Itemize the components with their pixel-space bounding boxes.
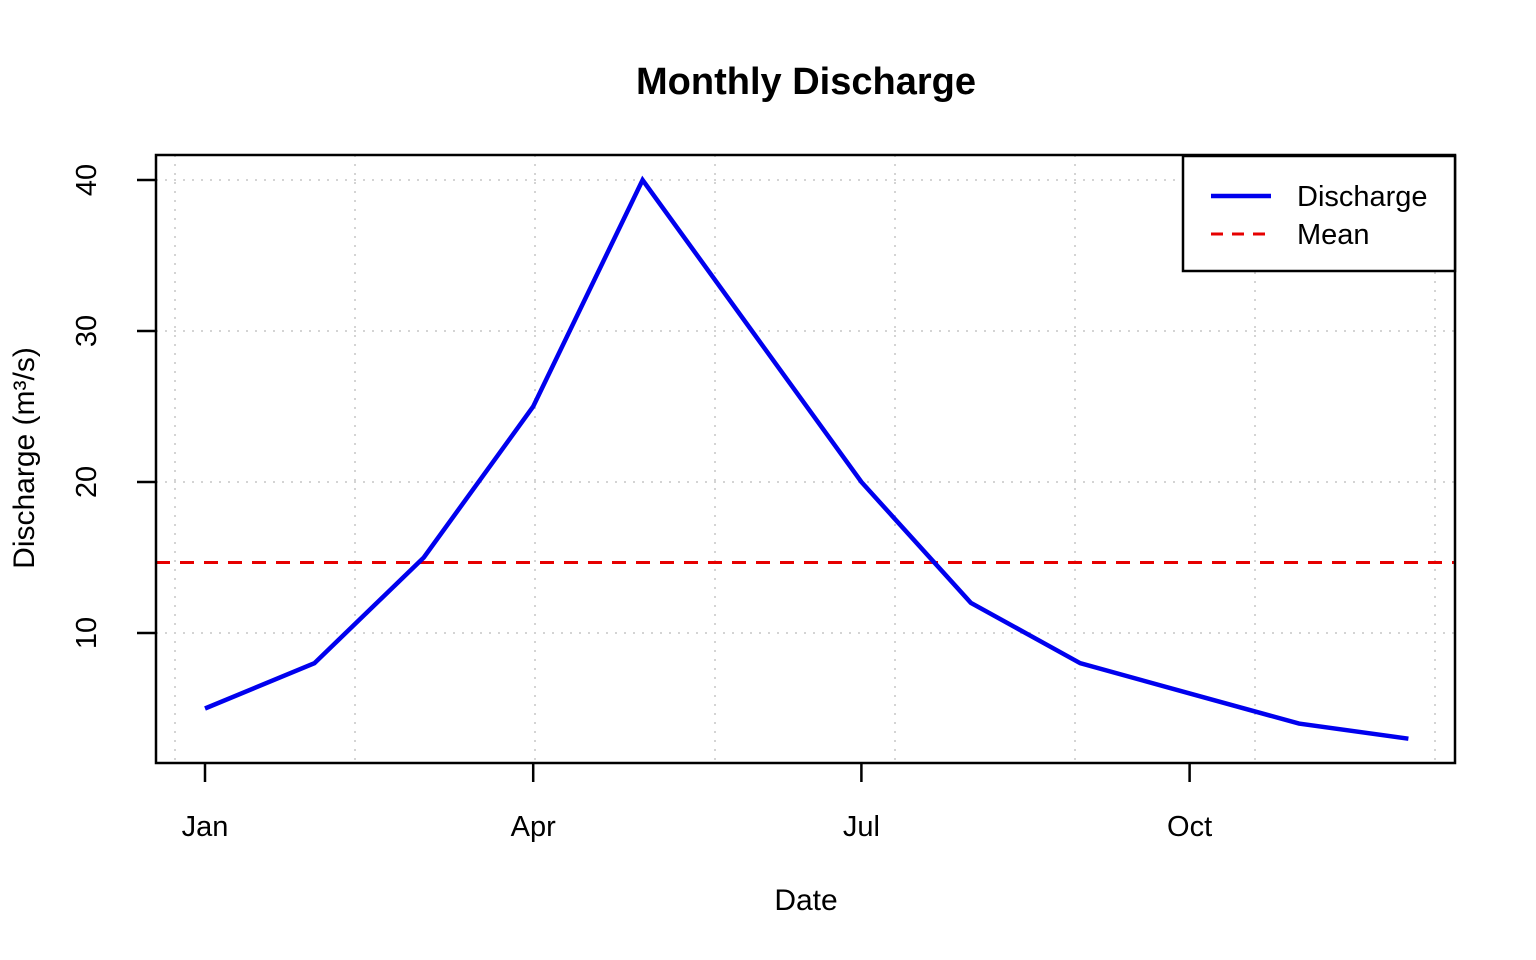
x-tick-label: Apr bbox=[511, 811, 556, 843]
y-tick-label: 40 bbox=[71, 164, 103, 196]
axis-layer: Jan Apr Jul Oct 10 20 30 40 bbox=[71, 164, 1212, 843]
legend-box bbox=[1181, 154, 1457, 273]
x-tick-label: Jul bbox=[843, 811, 880, 843]
y-axis-title: Discharge (m³/s) bbox=[8, 347, 41, 569]
x-tick-label: Oct bbox=[1167, 811, 1212, 843]
y-tick-label: 10 bbox=[71, 617, 103, 649]
grid-layer bbox=[156, 155, 1455, 763]
y-tick-label: 30 bbox=[71, 315, 103, 347]
y-tick-label: 20 bbox=[71, 466, 103, 498]
discharge-series-line bbox=[204, 175, 1409, 741]
plot-border bbox=[154, 153, 1457, 765]
x-axis-title: Date bbox=[774, 884, 837, 917]
legend-label-discharge: Discharge bbox=[1297, 181, 1428, 213]
x-tick-label: Jan bbox=[182, 811, 229, 843]
legend: Discharge Mean bbox=[1181, 154, 1457, 273]
chart-title: Monthly Discharge bbox=[636, 61, 976, 103]
legend-label-mean: Mean bbox=[1297, 219, 1370, 251]
